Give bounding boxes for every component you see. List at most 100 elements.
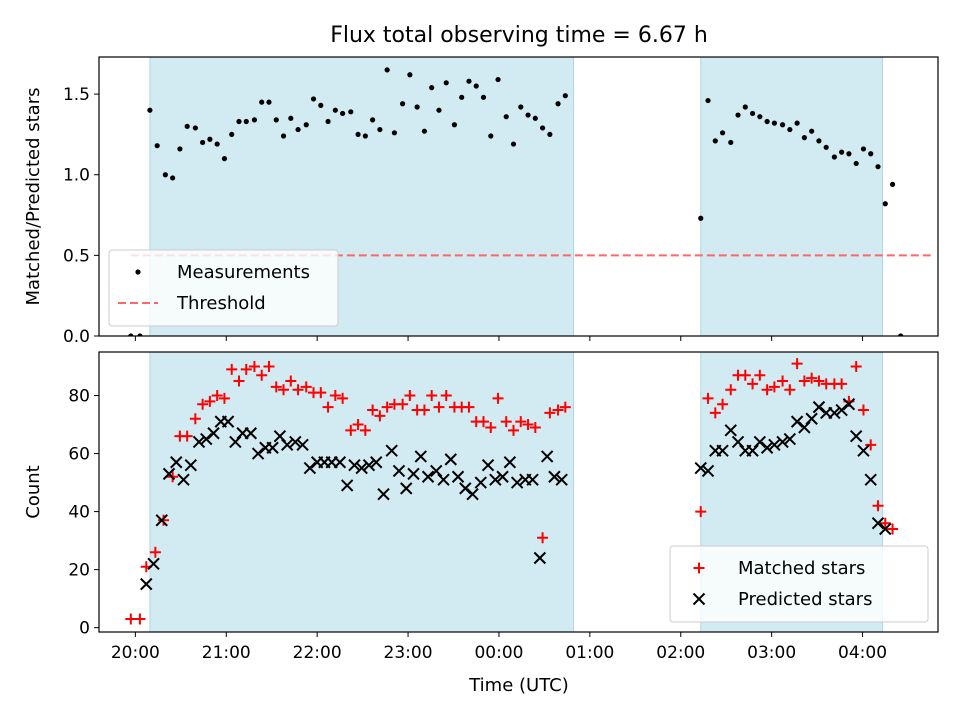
data-point [515,416,527,428]
data-point [500,416,512,428]
x-tick-label: 00:00 [474,643,523,663]
data-point [857,404,869,416]
y-tick-label: 1.5 [63,85,90,105]
legend-box [108,249,339,327]
chart-title: Flux total observing time = 6.67 h [330,23,708,48]
data-point [488,133,494,139]
data-point [753,435,767,449]
data-point [345,424,357,436]
data-point [532,115,538,121]
x-tick-label: 02:00 [656,643,705,663]
data-point [400,101,406,107]
y-axis-label: Count [23,465,44,518]
data-point [207,136,213,142]
data-point [337,392,349,404]
data-point [391,130,398,136]
data-point [850,361,862,373]
data-point [485,421,497,433]
data-point [273,429,287,443]
data-point [790,415,804,428]
x-axis-label: Time (UTC) [468,675,569,696]
data-point [798,421,811,434]
x-tick-label: 20:00 [111,643,160,663]
data-point [552,404,564,416]
data-point [211,390,223,402]
data-point [362,133,368,139]
y-tick-label: 0.5 [63,246,90,266]
data-point [340,479,354,492]
data-point [481,458,495,472]
legend: Measurements Threshold [108,249,339,327]
data-point [749,110,756,117]
count-panel: 0 20 40 60 80 20:00 21:00 22:00 23:00 00:00 01:00 0… [23,351,939,663]
data-point [712,138,718,144]
data-point [147,557,160,571]
data-point [742,104,748,110]
data-point [355,461,368,475]
data-point [407,72,413,78]
y-tick-label: 0.0 [63,327,90,347]
data-point [414,450,427,463]
data-point [197,398,209,410]
data-point [400,482,413,495]
legend-label: Predicted stars [738,589,872,610]
data-point [149,546,161,558]
data-point [374,410,386,422]
data-point [385,444,398,457]
data-point [776,435,789,449]
data-point [777,375,789,387]
data-point [154,143,160,149]
data-point [871,516,885,530]
legend: Matched stars Predicted stars [669,545,929,623]
data-point [200,432,213,446]
data-point [716,444,729,457]
legend-label: Matched stars [738,558,865,579]
data-point [377,126,383,133]
data-point [495,76,501,83]
data-point [226,363,238,375]
data-point [414,104,420,110]
series-measurements [128,67,904,336]
data-point [137,333,143,336]
data-point [887,523,899,535]
data-point [248,361,260,373]
data-point [510,141,517,147]
x-tick-label: 01:00 [565,643,614,663]
data-point [243,118,249,125]
data-point [537,532,549,544]
data-point [377,487,390,501]
data-point [451,122,458,128]
x-tick-label: 03:00 [747,643,796,663]
data-point [426,390,438,402]
data-point [898,333,904,336]
data-point [473,83,479,89]
data-point [421,128,428,134]
data-point [184,458,198,472]
data-point [747,378,759,390]
data-point [879,517,891,529]
legend-box [669,545,929,623]
plot-frame [98,56,939,337]
data-point [381,401,393,413]
ratio-panel: 0.0 0.5 1.0 1.5 Matched/Predicted stars Measu… [23,56,939,347]
data-point [218,392,230,404]
data-point [864,473,877,486]
data-point [510,476,524,489]
data-point [451,470,465,483]
data-point [229,131,235,138]
data-point [842,398,856,411]
data-point [526,473,539,486]
data-point [875,164,881,170]
y-tick-label: 40 [68,503,90,523]
series-predicted-stars [140,398,892,591]
data-point [809,128,815,134]
data-point [296,438,309,452]
data-point [731,435,745,449]
data-point [709,407,721,419]
data-point [555,473,568,486]
data-point [496,470,509,483]
data-point [430,464,443,478]
data-point [333,456,347,469]
data-point [140,577,153,591]
data-point [407,467,420,481]
